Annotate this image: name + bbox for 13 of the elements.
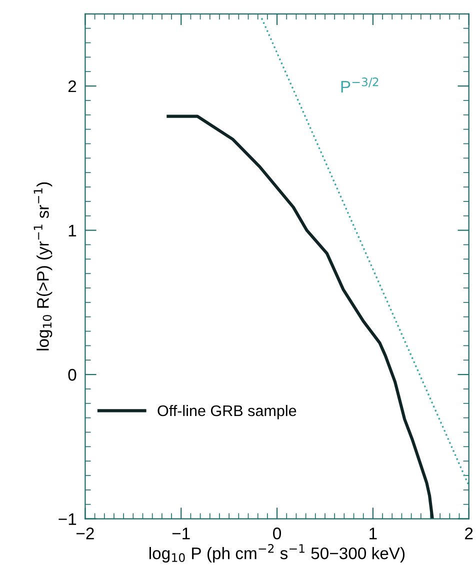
y-axis-title: log$_{10}$ R(>P) (yr$^{−1}$ sr$^{−1}$)	[34, 182, 52, 350]
x-tick-label: 1	[370, 528, 377, 540]
x-tick-label: 0	[273, 528, 282, 540]
y-tick-label: 1	[68, 224, 76, 236]
x-tick-label: −2	[76, 528, 94, 540]
x-tick-label: −1	[172, 528, 190, 540]
legend-label: Off-line GRB sample	[158, 404, 296, 420]
x-tick-label: 2	[465, 528, 473, 540]
y-tick-label: 2	[68, 80, 76, 92]
y-tick-label: −1	[58, 513, 76, 525]
y-tick-label: 0	[68, 368, 76, 381]
text: P$^{−3/2}$	[341, 77, 378, 93]
x-axis-title: log$_{10}$ P (ph cm$^{−2}$ s$^{−1}$ 50−300 keV)	[149, 544, 405, 563]
